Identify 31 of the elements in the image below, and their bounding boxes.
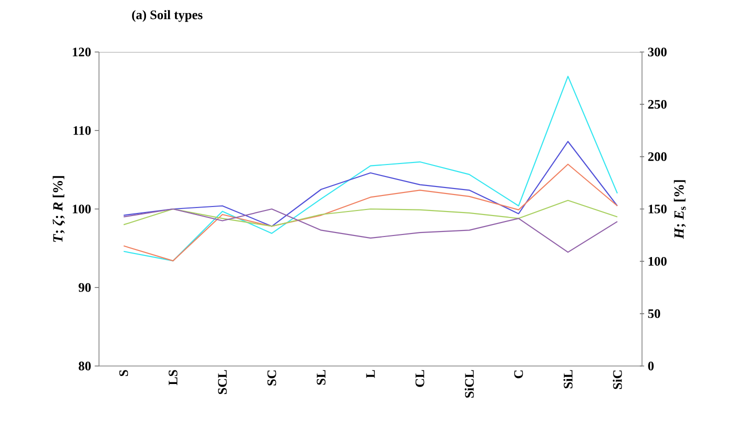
y-tick-label: 100 (72, 204, 91, 214)
x-tick-label: S (119, 370, 128, 376)
y-tick-label: 120 (72, 48, 91, 56)
line-series (123, 76, 618, 262)
line-series (123, 164, 618, 262)
y2-axis-title: H; E$_{s}$ [%] (674, 180, 686, 239)
y2-tick-label: 0 (648, 362, 654, 370)
x-tick-label: C (514, 370, 523, 378)
x-tick-label: SC (267, 370, 276, 386)
x-tick-label: LS (168, 370, 178, 386)
x-tick-label: L (366, 370, 375, 378)
y-tick-label: 90 (78, 283, 91, 292)
line-series (123, 200, 618, 227)
y2-tick-label: 50 (648, 309, 660, 318)
y-axis-title: T; ζ; R [%] (52, 176, 65, 242)
x-tick-label: SCL (218, 370, 227, 394)
y2-tick-label: 300 (648, 48, 667, 56)
x-tick-label: SL (316, 370, 326, 385)
x-tick-label: CL (416, 370, 424, 387)
x-tick-label: SiC (612, 370, 622, 389)
y2-tick-label: 250 (648, 100, 667, 109)
line-series (123, 208, 618, 253)
y2-tick-label: 100 (648, 256, 667, 266)
chart-title: (a) Soil types (132, 10, 202, 22)
y2-tick-label: 200 (648, 152, 667, 162)
x-tick-label: SiL (563, 370, 573, 388)
y2-tick-label: 150 (648, 204, 667, 214)
line-series (123, 140, 618, 227)
y-tick-label: 110 (74, 126, 91, 135)
y-tick-label: 80 (78, 362, 91, 370)
x-tick-label: SiCL (464, 370, 474, 398)
